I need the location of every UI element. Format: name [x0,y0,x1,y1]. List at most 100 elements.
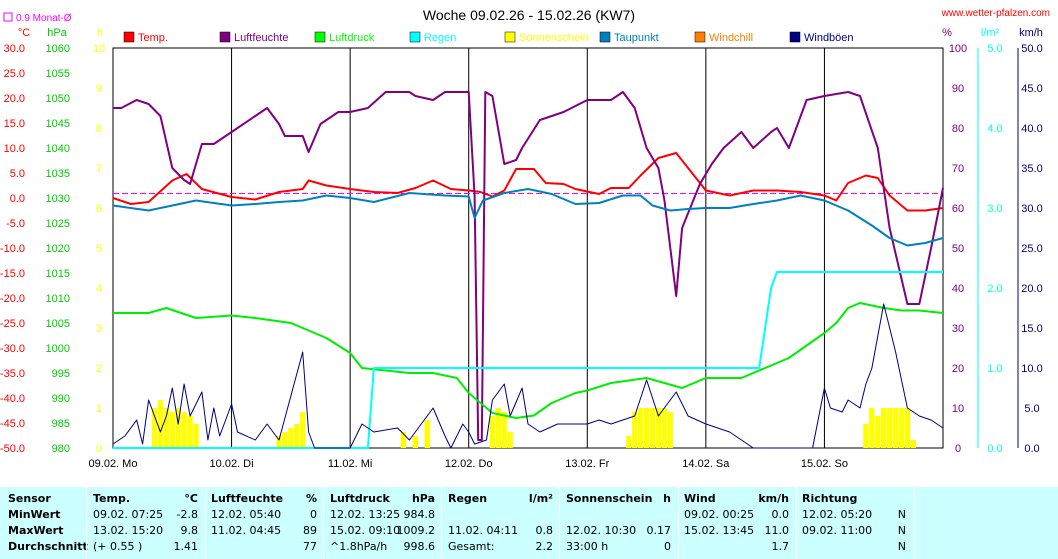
sunshine-bar [875,416,881,448]
wind-tick-label: 15.0 [1021,323,1042,335]
humidity-tick-label: 30 [952,323,964,335]
temp-tick-label: -25.0 [0,318,25,330]
pressure-tick-label: 1015 [46,268,70,280]
stats-time: (+ 0.55 ) [93,540,143,553]
sunshine-bar [637,408,644,448]
sunshine-bar [412,436,419,448]
sun-tick-label: 7 [96,163,102,175]
pressure-tick-label: 1060 [46,43,70,55]
stats-time: 09.02. 07:25 [93,508,164,521]
sunshine-bar [881,408,887,448]
wind-tick-label: 35.0 [1021,163,1042,175]
sun-tick-label: 4 [96,283,102,295]
stats-time: 12.02. 05:40 [211,508,282,521]
stats-row-label: Sensor [8,492,51,505]
stats-time: 11.02. 04:45 [211,524,282,537]
humidity-tick-label: 0 [955,443,961,455]
stats-unit: h [663,492,671,505]
legend-swatch [599,31,611,43]
stats-value: 0 [310,508,317,521]
temp-tick-label: -5.0 [6,218,25,230]
series-line-windb-en [112,303,944,449]
x-tick-label: 10.02. Di [210,458,254,470]
temp-tick-label: 20.0 [4,93,25,105]
pressure-tick-label: 985 [52,418,70,430]
stats-row-label: Durchschnitt [8,540,88,553]
sun-tick-label: 9 [96,83,102,95]
legend: Temp. Luftfeuchte Luftdruck Regen Sonnensche… [123,31,854,44]
website-link[interactable]: www.wetter-pfalzen.com [941,8,1050,19]
stats-value: 1009.2 [396,524,436,537]
sunshine-bar [507,432,513,448]
wind-tick-label: 30.0 [1021,203,1042,215]
pressure-axis-unit: hPa [47,27,67,39]
pressure-tick-label: 1055 [46,68,70,80]
sunshine-bar [626,436,632,448]
stats-separator [796,487,797,559]
stats-time: 12.02. 13:25 [330,508,401,521]
rain-tick-label: 2.0 [987,283,1002,295]
stats-value: 9.8 [180,524,199,537]
humidity-tick-label: 90 [952,83,964,95]
pressure-tick-label: 1000 [46,343,70,355]
sun-tick-label: 8 [96,123,102,135]
pressure-tick-label: 1005 [46,318,70,330]
pressure-tick-label: 1050 [46,93,70,105]
stats-value: 77 [303,540,317,553]
sun-tick-label: 2 [96,363,102,375]
legend-label: Luftfeuchte [234,32,288,44]
sunshine-bar [869,408,875,448]
temp-tick-label: 15.0 [4,118,25,130]
pressure-tick-label: 1030 [46,193,70,205]
temp-tick-label: -40.0 [0,393,25,405]
stats-separator [86,487,87,559]
rain-tick-label: 4.0 [987,123,1002,135]
legend-label: Windchill [709,32,753,44]
temp-tick-label: -45.0 [0,418,25,430]
pressure-tick-label: 990 [52,393,70,405]
stats-value: N [897,540,906,553]
stats-unit: hPa [411,492,435,505]
stats-header: Regen [448,492,488,505]
legend-swatch [314,31,326,43]
stats-separator [914,487,915,559]
stats-value: -2.8 [176,508,198,521]
plot-area [112,47,944,449]
sunshine-bar [157,400,164,448]
series-lines [112,91,944,449]
stats-value: 11.0 [764,524,790,537]
stats-time: ^1.8hPa/h [330,540,388,553]
legend-swatch [123,31,135,43]
sunshine-bar [187,416,193,448]
sun-tick-label: 6 [96,203,102,215]
sunshine-bar [886,408,893,448]
sun-tick-label: 3 [96,323,102,335]
legend-swatch [694,31,706,43]
humidity-tick-label: 60 [952,203,964,215]
rain-tick-label: 5.0 [987,43,1002,55]
sunshine-bar [898,408,905,448]
stats-header: Wind [684,492,716,505]
stats-value: 2.2 [535,540,554,553]
stats-time: 13.02. 15:20 [93,524,164,537]
sun-tick-label: 0 [96,443,102,455]
stats-unit: °C [184,492,198,505]
x-tick-label: 13.02. Fr [565,458,609,470]
sunshine-bar [282,432,288,448]
humidity-tick-label: 20 [952,363,964,375]
stats-row-label: MinWert [8,508,61,521]
weather-chart: Woche 09.02.26 - 15.02.26 (KW7) www.wett… [0,7,1050,470]
wind-tick-label: 50.0 [1021,43,1042,55]
stats-unit: km/h [758,492,789,505]
stats-separator [559,487,560,559]
x-tick-label: 12.02. Do [445,458,493,470]
legend-label: Regen [424,32,456,44]
rain-tick-label: 0.0 [987,443,1002,455]
sunshine-bar [169,412,175,448]
statistics-panel: Sensor MinWert MaxWert Durchschnitt Temp. °C 0… [0,487,1058,559]
temp-tick-label: -50.0 [0,443,25,455]
sunshine-bar [424,420,430,448]
grid [113,48,943,448]
stats-time: Gesamt: [448,540,495,553]
sunshine-bar [300,412,306,448]
